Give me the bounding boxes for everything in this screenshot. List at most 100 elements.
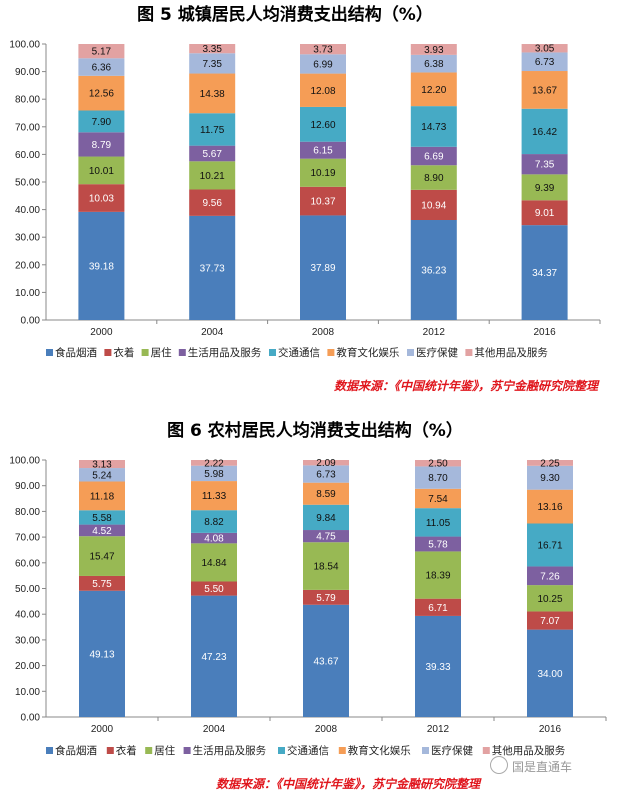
bar-segment: [303, 604, 349, 717]
data-label: 6.36: [92, 63, 112, 74]
legend-swatch: [145, 747, 153, 754]
bar-segment: [78, 58, 125, 76]
bar-segment: [189, 145, 236, 162]
data-label: 5.58: [92, 513, 112, 524]
legend-label: 交通通信: [287, 744, 329, 757]
data-label: 8.79: [92, 140, 112, 151]
data-label: 34.37: [532, 268, 557, 279]
data-label: 6.69: [424, 152, 444, 163]
rural-consumption-chart: 图 6 农村居民人均消费支出结构（%） 0.00 10.00 20.00 30.00 40…: [9, 420, 607, 791]
data-label: 6.71: [428, 603, 448, 614]
bar-segment: [527, 465, 573, 490]
data-label: 7.54: [428, 494, 448, 505]
bar-segment: [415, 488, 461, 509]
y-tick-label: 70.00: [15, 122, 40, 133]
bar-segment: [189, 215, 236, 320]
legend-swatch: [104, 349, 112, 356]
legend-swatch: [46, 747, 53, 754]
bar-segment: [527, 566, 573, 586]
data-label: 3.73: [313, 45, 333, 56]
data-label: 6.73: [316, 470, 336, 481]
y-tick-label: 0.00: [21, 713, 41, 724]
bar-segment: [191, 510, 237, 533]
data-label: 39.18: [89, 261, 114, 272]
bar-segment: [79, 524, 125, 537]
bar-segment: [300, 73, 346, 107]
data-label: 8.90: [424, 173, 444, 184]
data-label: 11.75: [200, 125, 225, 136]
data-label: 5.98: [204, 469, 224, 480]
data-label: 9.56: [202, 198, 222, 209]
bar-segment: [300, 141, 346, 159]
x-tick-label: 2000: [91, 724, 114, 735]
bar-segment: [410, 54, 457, 73]
bar-segment: [191, 581, 237, 596]
bar-segment: [303, 482, 349, 505]
data-label: 2.22: [204, 458, 224, 469]
bar-segment: [303, 460, 349, 466]
legend-label: 其他用品及服务: [474, 346, 548, 359]
data-label: 16.71: [537, 540, 562, 551]
bar-segment: [78, 44, 125, 59]
data-label: 39.33: [425, 662, 450, 673]
y-tick-label: 50.00: [15, 584, 40, 595]
data-label: 5.75: [92, 579, 112, 590]
data-label: 12.20: [421, 85, 446, 96]
bar-segment: [78, 211, 125, 320]
data-label: 9.39: [535, 183, 555, 194]
data-label: 11.18: [90, 491, 115, 502]
bar-segment: [527, 629, 573, 717]
bar-segment: [300, 215, 346, 320]
bar-segment: [191, 543, 237, 582]
data-label: 15.47: [89, 552, 114, 563]
bar-segment: [527, 523, 573, 567]
legend-label: 医疗保健: [416, 346, 458, 359]
bar-segment: [415, 551, 461, 599]
bar-segment: [191, 595, 237, 717]
legend-label: 生活用品及服务: [188, 346, 262, 359]
legend-label: 食品烟酒: [55, 346, 97, 359]
y-tick-label: 50.00: [15, 178, 40, 189]
data-label: 6.99: [313, 59, 333, 70]
legend-label: 其他用品及服务: [492, 744, 566, 757]
data-label: 47.23: [201, 652, 226, 663]
legend-label: 衣着: [116, 744, 137, 757]
bar-segment: [300, 186, 346, 216]
legend-label: 居住: [154, 744, 175, 757]
data-label: 10.37: [310, 197, 335, 208]
y-tick-label: 100.00: [9, 456, 40, 467]
bar-segment: [300, 54, 346, 74]
data-label: 5.50: [204, 584, 224, 595]
data-label: 14.73: [421, 122, 446, 133]
legend-swatch: [482, 747, 490, 754]
data-label: 2.25: [540, 458, 560, 469]
bar-segment: [303, 504, 349, 531]
data-label: 37.89: [310, 263, 335, 274]
bar-segment: [79, 481, 125, 511]
legend-swatch: [269, 349, 276, 356]
data-label: 12.08: [310, 86, 335, 97]
data-label: 10.94: [421, 200, 446, 211]
bar-segment: [300, 44, 346, 55]
watermark-text: 国是直通车: [512, 760, 573, 774]
bar-segment: [79, 575, 125, 591]
bar-segment: [79, 536, 125, 576]
wechat-icon: [490, 756, 508, 774]
bar-segment: [410, 146, 457, 166]
legend-label: 医疗保健: [431, 744, 473, 757]
data-label: 43.67: [313, 656, 338, 667]
data-label: 18.54: [313, 562, 338, 573]
data-label: 3.93: [424, 45, 444, 56]
data-label: 4.75: [316, 532, 336, 543]
bar-segment: [521, 71, 568, 109]
y-tick-label: 60.00: [15, 558, 40, 569]
bar-segment: [189, 53, 236, 74]
data-label: 4.52: [92, 526, 112, 537]
data-label: 9.84: [316, 513, 336, 524]
data-label: 7.07: [540, 616, 560, 627]
data-label: 5.17: [92, 47, 112, 58]
bar-segment: [521, 174, 568, 201]
bar-segment: [415, 466, 461, 489]
data-label: 6.73: [535, 57, 555, 68]
data-label: 8.70: [428, 473, 448, 484]
